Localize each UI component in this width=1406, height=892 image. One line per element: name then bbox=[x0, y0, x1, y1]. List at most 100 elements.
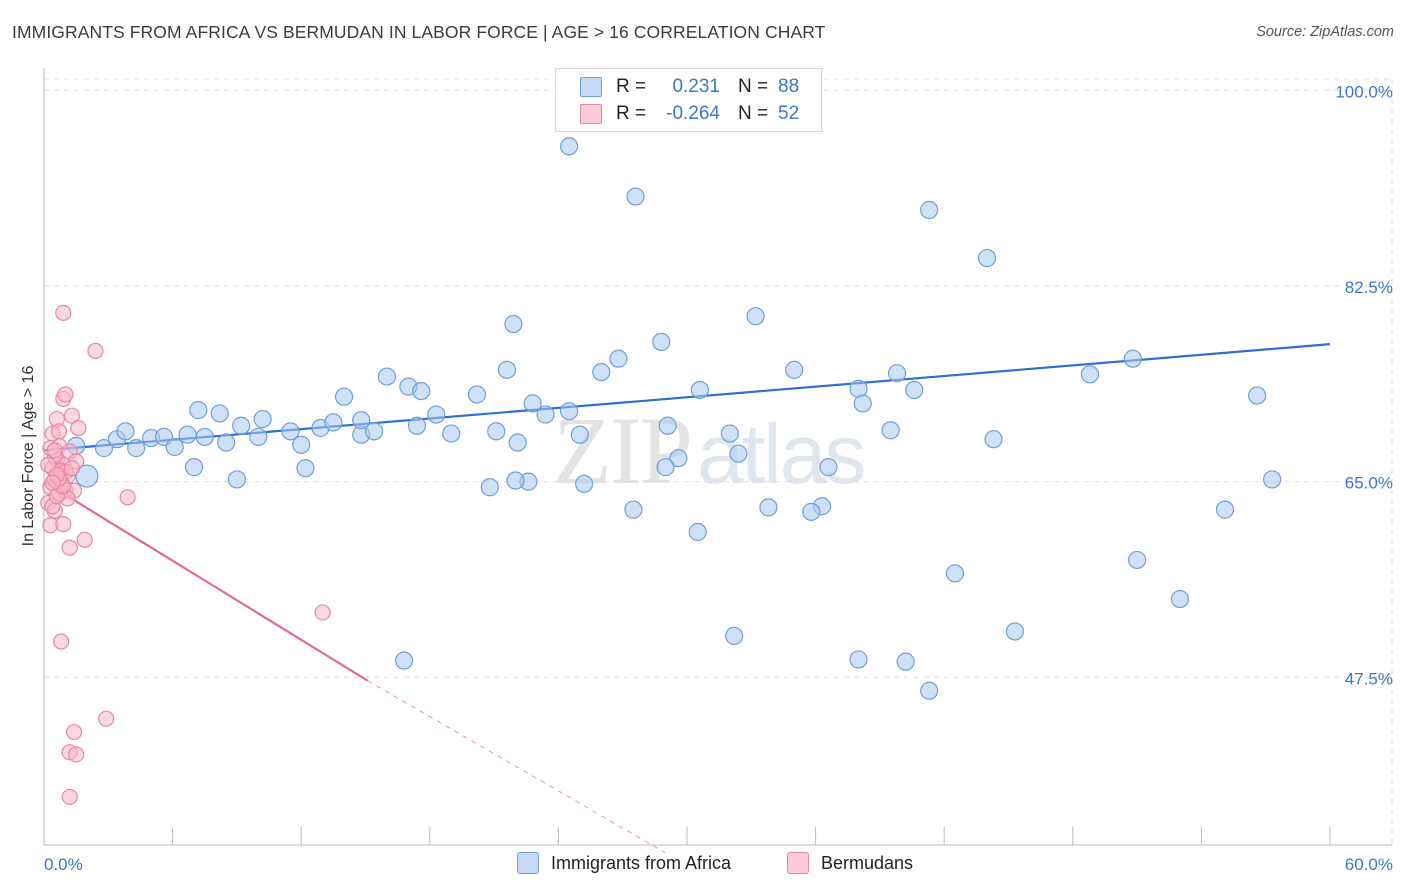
africa-point bbox=[1080, 365, 1100, 384]
africa-point bbox=[1123, 349, 1142, 368]
africa-point bbox=[905, 380, 924, 400]
africa-point bbox=[184, 458, 204, 477]
africa-point bbox=[508, 433, 527, 452]
africa-point bbox=[116, 422, 135, 441]
africa-point bbox=[480, 478, 499, 497]
africa-point bbox=[570, 425, 589, 444]
y-tick-label: 65.0% bbox=[1345, 474, 1393, 493]
africa-point bbox=[427, 405, 446, 424]
legend-item-africa[interactable]: Immigrants from Africa bbox=[517, 852, 731, 874]
grid-lines bbox=[44, 78, 1393, 845]
africa-point bbox=[1005, 622, 1025, 641]
africa-point bbox=[945, 564, 965, 583]
africa-point bbox=[412, 381, 431, 401]
africa-point bbox=[984, 430, 1003, 449]
x-tick-label: 0.0% bbox=[44, 855, 83, 874]
africa-point bbox=[253, 409, 272, 429]
africa-point bbox=[609, 349, 628, 368]
africa-point bbox=[506, 471, 525, 490]
bermudan-point bbox=[87, 342, 104, 359]
africa-point bbox=[656, 458, 675, 477]
legend-swatch-africa bbox=[517, 852, 539, 874]
africa-point bbox=[785, 360, 804, 379]
x-tick-label: 60.0% bbox=[1345, 855, 1393, 874]
bermudan-point bbox=[50, 423, 68, 440]
legend-n-label: N = bbox=[738, 103, 769, 124]
africa-point bbox=[1263, 470, 1282, 489]
bermudan-point bbox=[119, 489, 136, 506]
y-tick-label: 47.5% bbox=[1345, 669, 1393, 688]
africa-point bbox=[504, 314, 523, 334]
legend-n-value: 88 bbox=[778, 76, 800, 97]
bermudan-point bbox=[53, 633, 70, 650]
y-axis-label: In Labor Force | Age > 16 bbox=[20, 366, 37, 547]
africa-point bbox=[165, 437, 184, 457]
africa-point bbox=[523, 394, 542, 413]
legend-r-value: 0.231 bbox=[672, 76, 720, 97]
watermark-atlas: atlas bbox=[697, 407, 866, 501]
bermudan-point bbox=[44, 474, 61, 491]
legend-item-bermudan[interactable]: Bermudans bbox=[787, 852, 913, 874]
africa-point bbox=[394, 651, 414, 670]
africa-point bbox=[296, 459, 315, 478]
bermudan-trend-line bbox=[43, 480, 369, 682]
africa-point bbox=[94, 439, 114, 458]
africa-point bbox=[364, 422, 384, 441]
legend-swatch-africa bbox=[580, 77, 602, 97]
series-legend: Immigrants from Africa Bermudans bbox=[0, 852, 1406, 878]
africa-point bbox=[178, 425, 197, 444]
legend-label-africa: Immigrants from Africa bbox=[551, 852, 732, 873]
africa-point bbox=[887, 364, 907, 383]
africa-point bbox=[720, 424, 739, 443]
legend-n-value: 52 bbox=[778, 103, 800, 124]
africa-point bbox=[759, 498, 778, 517]
africa-point bbox=[127, 439, 146, 458]
africa-point bbox=[377, 367, 397, 386]
axes bbox=[43, 68, 1392, 846]
chart-title: IMMIGRANTS FROM AFRICA VS BERMUDAN IN LA… bbox=[12, 22, 826, 42]
africa-point bbox=[658, 416, 677, 435]
africa-point bbox=[592, 362, 611, 382]
bermudan-point bbox=[76, 531, 93, 548]
legend-r-label: R = bbox=[616, 103, 647, 124]
africa-point bbox=[352, 411, 371, 430]
africa-point bbox=[217, 433, 236, 452]
y-tick-label: 82.5% bbox=[1345, 278, 1393, 297]
africa-point bbox=[802, 502, 821, 521]
legend-swatch-bermudan bbox=[787, 852, 809, 874]
africa-point bbox=[334, 387, 354, 406]
bermudan-point bbox=[68, 746, 85, 763]
legend-r-label: R = bbox=[616, 76, 647, 97]
bermudan-point bbox=[98, 710, 115, 727]
africa-point bbox=[189, 401, 208, 420]
africa-point bbox=[487, 422, 506, 441]
africa-point bbox=[690, 380, 709, 400]
africa-point bbox=[324, 413, 343, 432]
africa-point bbox=[849, 650, 868, 669]
africa-point bbox=[1248, 386, 1267, 405]
africa-point bbox=[819, 458, 838, 477]
legend-r-value: -0.264 bbox=[666, 103, 720, 124]
africa-point bbox=[669, 449, 688, 468]
bermudan-point bbox=[70, 419, 87, 437]
africa-point bbox=[442, 424, 461, 443]
legend-row-africa: R = 0.231 N = 88 bbox=[580, 74, 799, 100]
africa-point bbox=[536, 405, 555, 424]
legend-swatch-bermudan bbox=[580, 104, 602, 124]
bermudan-point bbox=[63, 460, 80, 477]
africa-point bbox=[920, 681, 939, 700]
africa-point bbox=[575, 474, 594, 493]
africa-point bbox=[725, 626, 744, 646]
africa-point bbox=[1170, 589, 1190, 609]
africa-point bbox=[467, 385, 487, 404]
africa-point bbox=[626, 187, 645, 206]
africa-point bbox=[292, 435, 311, 454]
correlation-legend: R = 0.231 N = 88 R = -0.264 N = 52 bbox=[555, 68, 822, 132]
legend-n-label: N = bbox=[738, 76, 769, 97]
bermudan-point bbox=[314, 604, 331, 621]
africa-point bbox=[195, 427, 214, 447]
africa-point bbox=[75, 464, 99, 488]
bermudan-point bbox=[55, 304, 72, 321]
africa-point bbox=[746, 307, 765, 326]
